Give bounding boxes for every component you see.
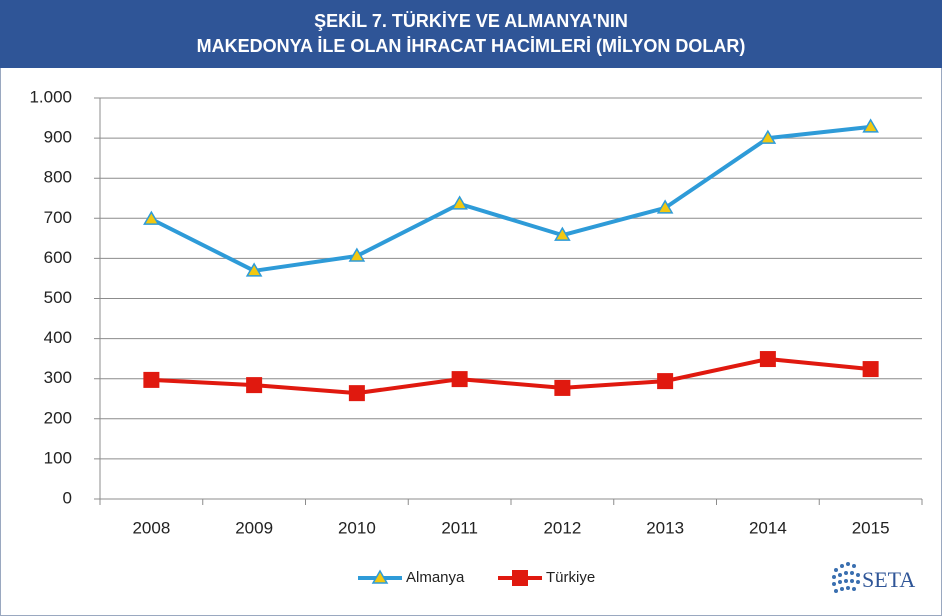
series-line bbox=[151, 357, 871, 396]
y-tick-label: 800 bbox=[44, 168, 72, 187]
marker bbox=[143, 371, 160, 388]
marker bbox=[371, 569, 389, 584]
marker bbox=[554, 379, 571, 396]
x-tick-label: 2013 bbox=[646, 518, 684, 537]
y-tick-label: 600 bbox=[44, 248, 72, 267]
marker bbox=[759, 351, 776, 368]
y-tick-label: 900 bbox=[44, 128, 72, 147]
marker bbox=[348, 385, 365, 402]
marker bbox=[862, 361, 879, 378]
series-line bbox=[150, 124, 871, 273]
y-tick-label: 500 bbox=[44, 288, 72, 307]
x-tick-label: 2012 bbox=[543, 518, 581, 537]
y-tick-label: 0 bbox=[63, 488, 72, 507]
y-tick-label: 700 bbox=[44, 208, 72, 227]
marker bbox=[862, 118, 879, 133]
legend-label: Türkiye bbox=[546, 569, 595, 586]
y-tick-label: 400 bbox=[44, 328, 72, 347]
logo: SETA bbox=[832, 562, 915, 593]
x-tick-label: 2011 bbox=[441, 518, 478, 537]
y-tick-label: 100 bbox=[44, 448, 72, 467]
marker bbox=[246, 377, 263, 394]
marker bbox=[451, 195, 468, 210]
x-tick-label: 2014 bbox=[749, 518, 787, 537]
marker bbox=[657, 373, 674, 390]
y-tick-label: 200 bbox=[44, 408, 72, 427]
x-tick-label: 2009 bbox=[235, 518, 273, 537]
y-tick-label: 300 bbox=[44, 368, 72, 387]
marker bbox=[656, 199, 674, 214]
x-tick-label: 2008 bbox=[132, 518, 170, 537]
marker bbox=[451, 371, 468, 388]
y-tick-label: 1.000 bbox=[29, 87, 72, 106]
marker bbox=[759, 129, 777, 144]
marker bbox=[554, 226, 571, 241]
marker bbox=[348, 247, 366, 262]
header bbox=[0, 0, 942, 68]
marker bbox=[245, 262, 263, 277]
chart-title: ŞEKİL 7. TÜRKİYE VE ALMANYA'NIN bbox=[314, 11, 628, 31]
x-tick-label: 2010 bbox=[338, 518, 376, 537]
legend-label: Almanya bbox=[406, 569, 465, 586]
chart-title: MAKEDONYA İLE OLAN İHRACAT HACİMLERİ (Mİ… bbox=[197, 36, 746, 56]
x-tick-label: 2015 bbox=[852, 518, 890, 537]
marker bbox=[512, 570, 528, 586]
marker bbox=[143, 210, 160, 225]
logo-text: SETA bbox=[862, 567, 915, 592]
